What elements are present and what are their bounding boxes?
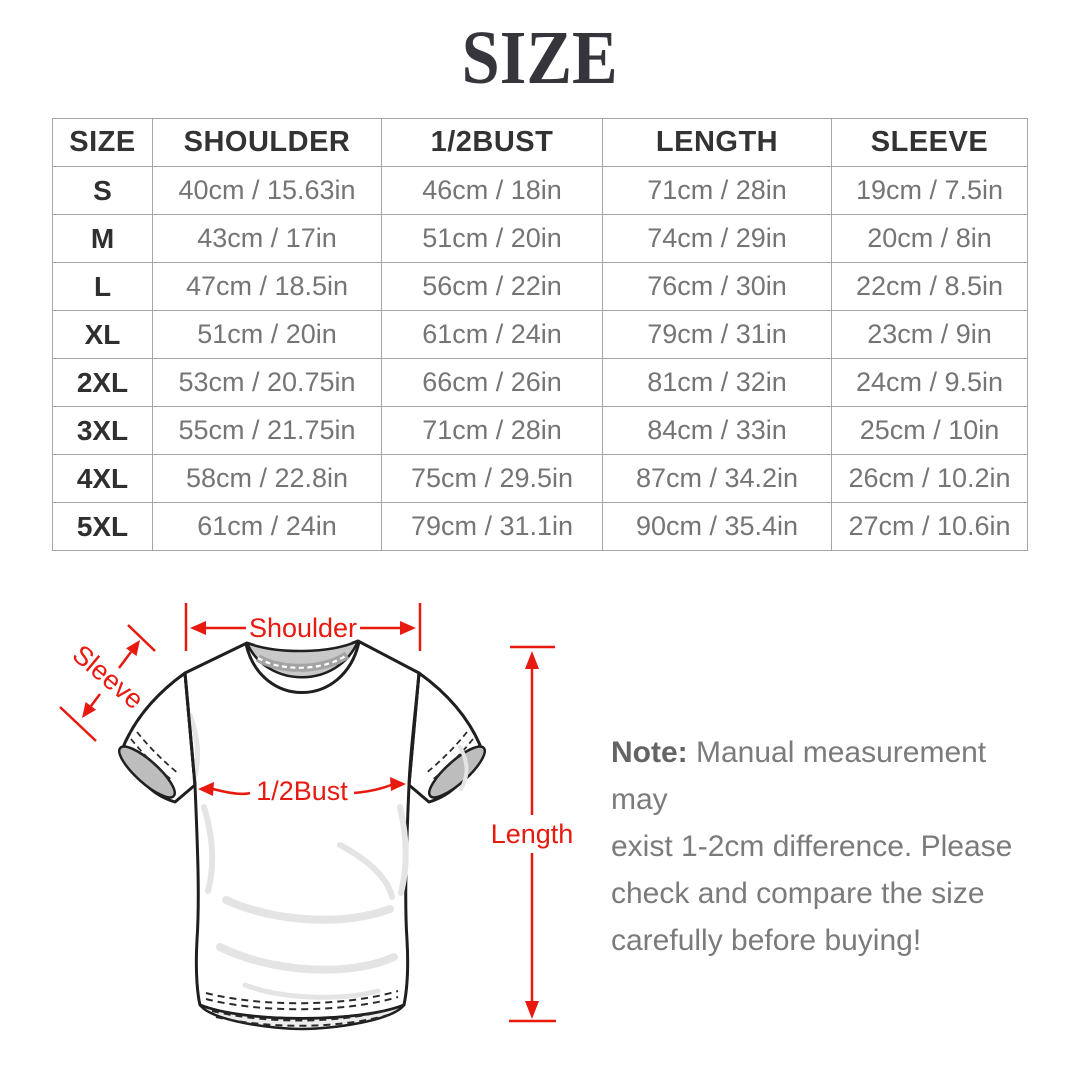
shoulder-cell: 51cm / 20in	[152, 310, 382, 359]
collar-stitching	[257, 654, 348, 669]
shoulder-cell: 53cm / 20.75in	[152, 358, 382, 407]
bust-cell: 79cm / 31.1in	[381, 502, 603, 551]
table-row: XL 51cm / 20in 61cm / 24in 79cm / 31in 2…	[52, 310, 1028, 359]
shoulder-cell: 55cm / 21.75in	[152, 406, 382, 455]
size-cell: XL	[52, 310, 153, 359]
shoulder-cell: 43cm / 17in	[152, 214, 382, 263]
col-header-length: LENGTH	[602, 118, 832, 167]
bust-cell: 71cm / 28in	[381, 406, 603, 455]
hem	[198, 990, 406, 1031]
size-cell: 3XL	[52, 406, 153, 455]
table-row: S 40cm / 15.63in 46cm / 18in 71cm / 28in…	[52, 166, 1028, 215]
size-table: SIZE SHOULDER 1/2BUST LENGTH SLEEVE S 40…	[52, 118, 1028, 551]
page-title: SIZE	[0, 18, 1080, 98]
length-cell: 76cm / 30in	[602, 262, 832, 311]
table-row: M 43cm / 17in 51cm / 20in 74cm / 29in 20…	[52, 214, 1028, 263]
bust-cell: 61cm / 24in	[381, 310, 603, 359]
col-header-sleeve: SLEEVE	[831, 118, 1028, 167]
right-sleeve	[407, 671, 486, 804]
shoulder-cell: 61cm / 24in	[152, 502, 382, 551]
table-header-row: SIZE SHOULDER 1/2BUST LENGTH SLEEVE	[52, 118, 1028, 167]
bust-cell: 56cm / 22in	[381, 262, 603, 311]
bust-cell: 66cm / 26in	[381, 358, 603, 407]
collar	[244, 639, 361, 694]
bust-measure-label: 1/2Bust	[256, 776, 348, 806]
note-text: Note: Manual measurement may exist 1-2cm…	[611, 729, 1051, 964]
bust-cell: 75cm / 29.5in	[381, 454, 603, 503]
shoulder-measure-label: Shoulder	[249, 613, 357, 643]
sleeve-cell: 26cm / 10.2in	[831, 454, 1028, 503]
size-cell: 2XL	[52, 358, 153, 407]
page-title-text: SIZE	[462, 16, 618, 100]
hem-stitching	[205, 990, 399, 1027]
sleeve-cell: 22cm / 8.5in	[831, 262, 1028, 311]
table-row: L 47cm / 18.5in 56cm / 22in 76cm / 30in …	[52, 262, 1028, 311]
size-cell: 4XL	[52, 454, 153, 503]
tshirt-diagram: Shoulder Sleeve	[40, 595, 600, 1045]
length-cell: 90cm / 35.4in	[602, 502, 832, 551]
wrinkle-shading	[187, 712, 469, 1000]
length-arrow: Length	[491, 645, 574, 1023]
size-cell: 5XL	[52, 502, 153, 551]
sleeve-cell: 20cm / 8in	[831, 214, 1028, 263]
length-cell: 71cm / 28in	[602, 166, 832, 215]
note-line: Note: Manual measurement may	[611, 729, 1051, 823]
note-prefix: Note:	[611, 736, 688, 769]
tshirt-graphic: Shoulder Sleeve	[59, 603, 574, 1031]
bust-cell: 46cm / 18in	[381, 166, 603, 215]
length-cell: 74cm / 29in	[602, 214, 832, 263]
sleeve-cell: 23cm / 9in	[831, 310, 1028, 359]
col-header-size: SIZE	[52, 118, 153, 167]
length-cell: 81cm / 32in	[602, 358, 832, 407]
note-line: carefully before buying!	[611, 924, 922, 957]
shoulder-cell: 58cm / 22.8in	[152, 454, 382, 503]
table-row: 3XL 55cm / 21.75in 71cm / 28in 84cm / 33…	[52, 406, 1028, 455]
table-row: 5XL 61cm / 24in 79cm / 31.1in 90cm / 35.…	[52, 502, 1028, 551]
table-row: 4XL 58cm / 22.8in 75cm / 29.5in 87cm / 3…	[52, 454, 1028, 503]
sleeve-cell: 27cm / 10.6in	[831, 502, 1028, 551]
left-armhole-seam	[183, 672, 197, 786]
bust-cell: 51cm / 20in	[381, 214, 603, 263]
size-cell: L	[52, 262, 153, 311]
col-header-bust: 1/2BUST	[381, 118, 603, 167]
size-cell: S	[52, 166, 153, 215]
bust-arrow: 1/2Bust	[198, 776, 406, 806]
sleeve-cell: 19cm / 7.5in	[831, 166, 1028, 215]
size-cell: M	[52, 214, 153, 263]
note-line: exist 1-2cm difference. Please	[611, 830, 1013, 863]
length-measure-label: Length	[491, 819, 574, 849]
length-cell: 84cm / 33in	[602, 406, 832, 455]
note-line: check and compare the size	[611, 877, 985, 910]
col-header-shoulder: SHOULDER	[152, 118, 382, 167]
length-cell: 87cm / 34.2in	[602, 454, 832, 503]
note-line-text: Manual measurement may	[611, 736, 987, 816]
shoulder-cell: 47cm / 18.5in	[152, 262, 382, 311]
shoulder-arrow: Shoulder	[184, 603, 422, 651]
table-row: 2XL 53cm / 20.75in 66cm / 26in 81cm / 32…	[52, 358, 1028, 407]
sleeve-cell: 25cm / 10in	[831, 406, 1028, 455]
sleeve-cell: 24cm / 9.5in	[831, 358, 1028, 407]
shoulder-cell: 40cm / 15.63in	[152, 166, 382, 215]
length-cell: 79cm / 31in	[602, 310, 832, 359]
right-armhole-seam	[407, 672, 421, 786]
